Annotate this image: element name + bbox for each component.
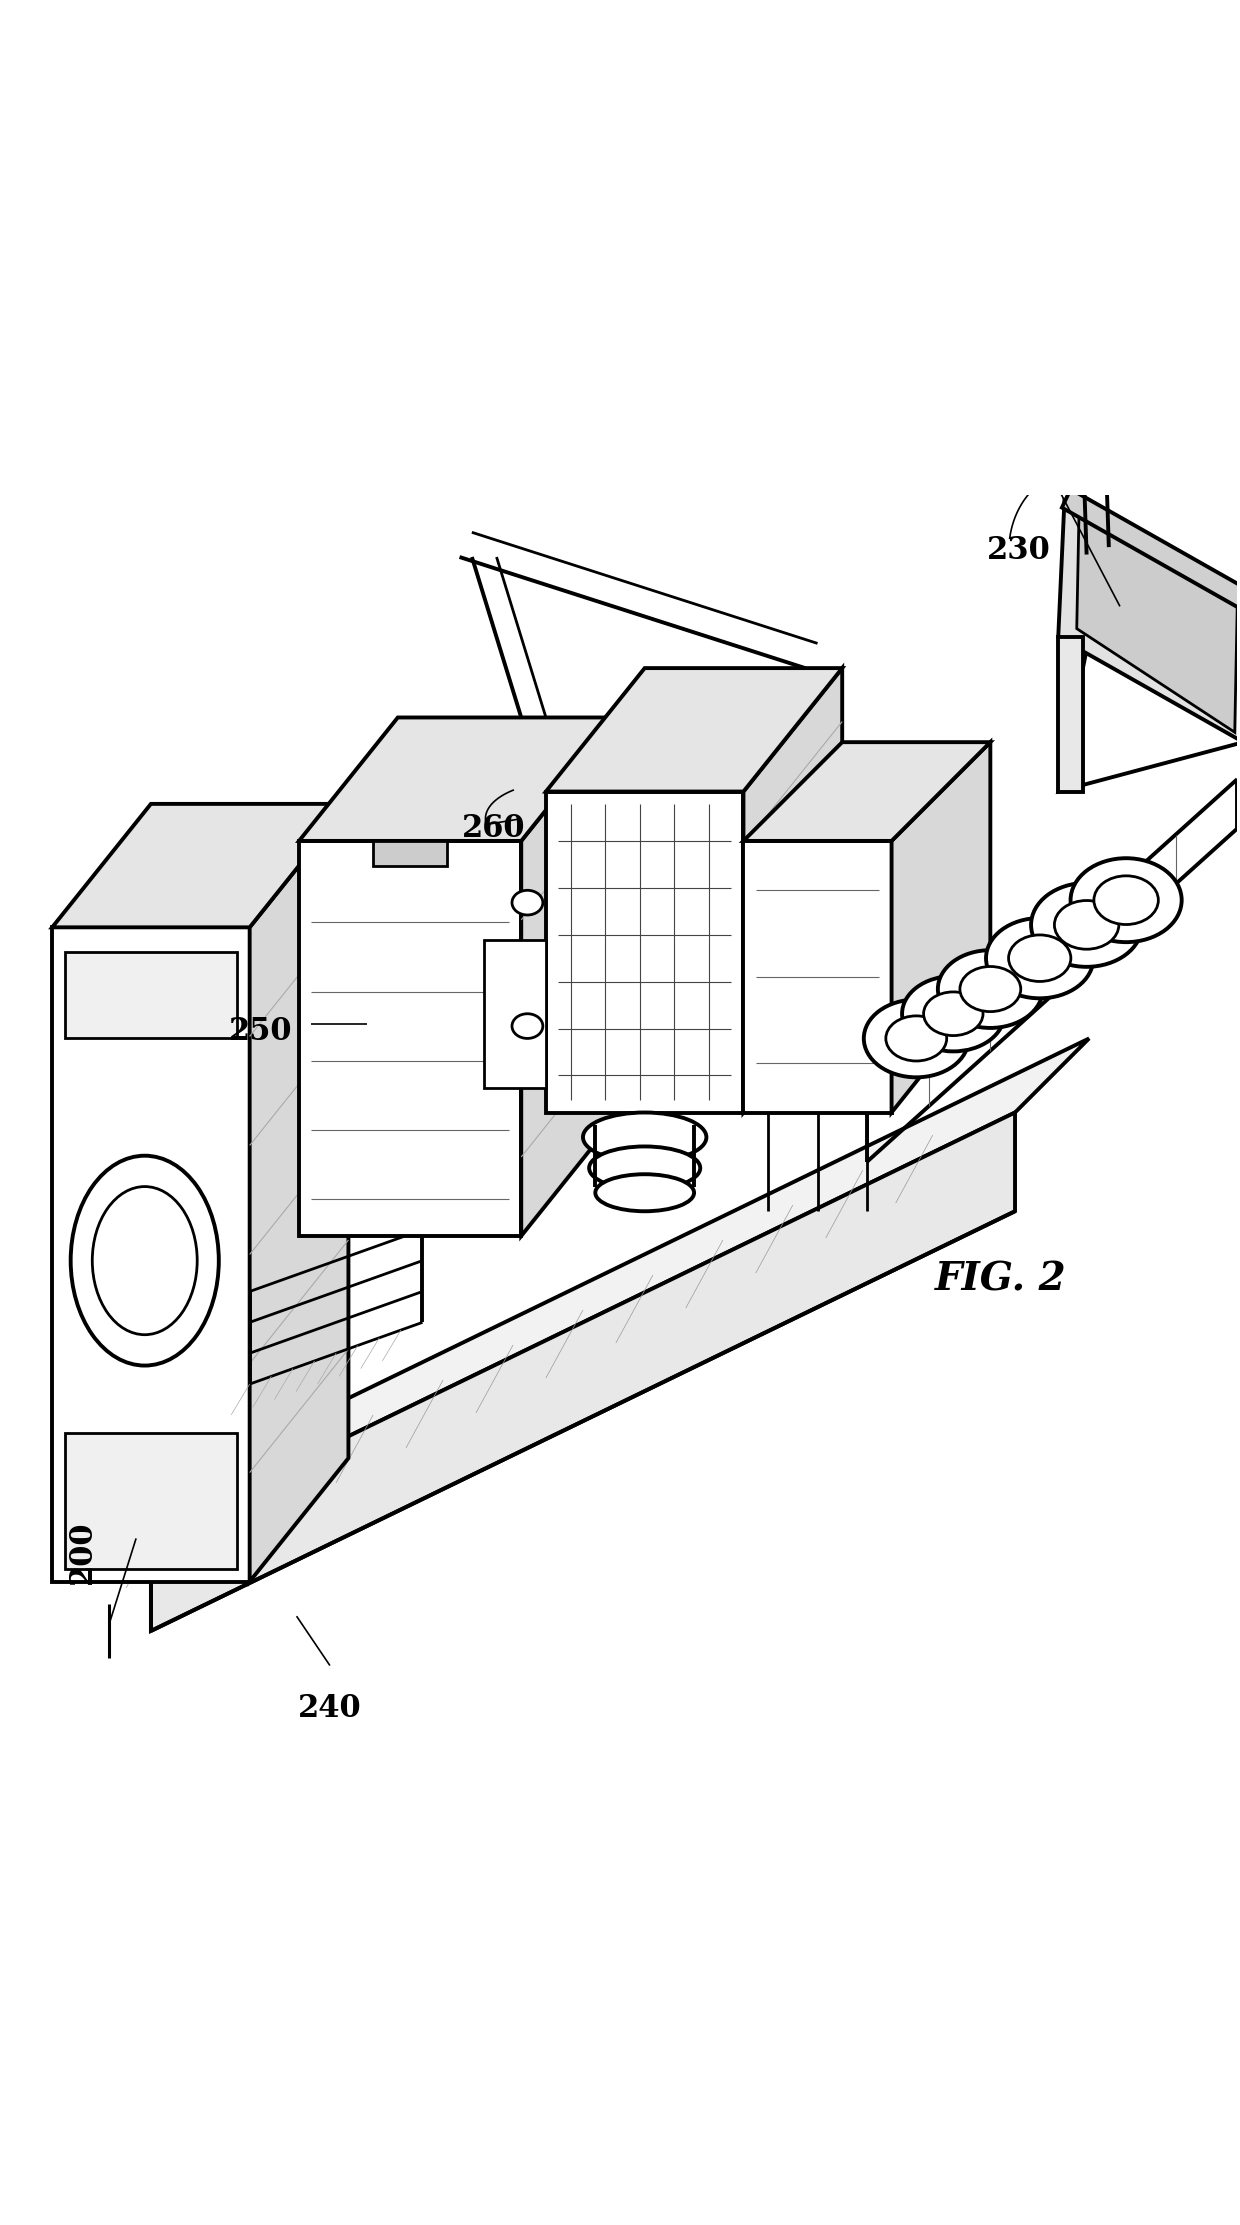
Polygon shape [744, 668, 842, 1112]
Ellipse shape [92, 1186, 197, 1335]
Polygon shape [521, 716, 620, 1235]
Text: 260: 260 [463, 812, 526, 843]
Polygon shape [151, 1112, 1016, 1631]
Ellipse shape [71, 1155, 218, 1366]
Ellipse shape [583, 1112, 707, 1161]
Ellipse shape [1008, 934, 1071, 981]
Polygon shape [546, 792, 744, 1112]
Polygon shape [52, 803, 348, 928]
Ellipse shape [1094, 877, 1158, 926]
Polygon shape [1076, 503, 1238, 732]
Ellipse shape [960, 966, 1021, 1012]
Polygon shape [1058, 501, 1240, 743]
Text: 230: 230 [987, 536, 1050, 567]
Ellipse shape [924, 992, 983, 1035]
Ellipse shape [1070, 859, 1182, 941]
Ellipse shape [595, 1175, 694, 1210]
Polygon shape [546, 668, 842, 792]
Polygon shape [892, 743, 991, 1112]
Ellipse shape [1032, 883, 1142, 968]
Text: FIG. 2: FIG. 2 [935, 1259, 1066, 1297]
Polygon shape [744, 743, 991, 841]
Ellipse shape [986, 919, 1094, 999]
Ellipse shape [1054, 901, 1118, 950]
Ellipse shape [937, 950, 1043, 1028]
Text: 250: 250 [228, 1015, 293, 1046]
Polygon shape [1058, 587, 1240, 792]
Polygon shape [299, 841, 521, 1235]
Polygon shape [1061, 490, 1240, 612]
Ellipse shape [512, 890, 543, 914]
Text: 240: 240 [298, 1693, 362, 1724]
Polygon shape [744, 841, 892, 1112]
Ellipse shape [512, 1015, 543, 1039]
Polygon shape [52, 928, 249, 1582]
Ellipse shape [885, 1017, 946, 1061]
Polygon shape [373, 841, 448, 866]
Polygon shape [484, 939, 546, 1088]
Polygon shape [1058, 636, 1083, 792]
Polygon shape [64, 952, 237, 1039]
Text: 200: 200 [67, 1520, 98, 1584]
Polygon shape [151, 1039, 1089, 1533]
Ellipse shape [589, 1146, 701, 1190]
Ellipse shape [901, 977, 1004, 1052]
Polygon shape [299, 716, 620, 841]
Polygon shape [249, 803, 348, 1582]
Polygon shape [64, 1433, 237, 1569]
Ellipse shape [864, 999, 968, 1077]
